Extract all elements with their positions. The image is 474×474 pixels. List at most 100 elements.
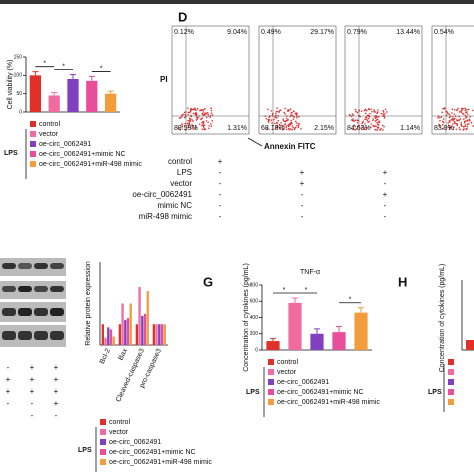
event-dot	[294, 112, 297, 115]
event-dot	[178, 117, 181, 119]
event-dot	[296, 122, 298, 124]
event-dot	[210, 107, 212, 110]
sign: -	[301, 190, 304, 199]
bar	[104, 93, 117, 112]
legend-label: oe-circ_0062491+miR-498 mimic	[39, 161, 142, 168]
legend-swatch	[268, 359, 274, 365]
event-dot	[442, 127, 444, 130]
sign: -	[55, 411, 58, 420]
bar	[288, 302, 302, 350]
event-dot	[458, 127, 461, 129]
sign: +	[30, 363, 35, 372]
event-dot	[273, 118, 275, 121]
bar	[160, 324, 164, 345]
event-dot	[458, 115, 460, 118]
event-dot	[379, 129, 382, 131]
event-dot	[188, 121, 191, 124]
chart-title: TNF-α	[300, 269, 320, 276]
sign: +	[6, 387, 11, 396]
event-dot	[210, 125, 213, 127]
legend-swatch	[100, 429, 106, 435]
event-dot	[202, 108, 205, 111]
event-dot	[201, 113, 204, 115]
event-dot	[283, 125, 285, 128]
event-dot	[204, 128, 207, 130]
legend-label: oe-circ_0062491+mimic NC	[39, 151, 126, 158]
event-dot	[356, 111, 359, 114]
event-dot	[207, 113, 209, 116]
event-dot	[283, 111, 285, 114]
event-dot	[365, 128, 367, 131]
event-dot	[453, 108, 456, 111]
sig-mark: *	[43, 61, 46, 68]
event-dot	[276, 107, 278, 109]
event-dot	[284, 113, 286, 115]
event-dot	[200, 118, 202, 121]
event-dot	[276, 110, 279, 113]
event-dot	[368, 108, 370, 111]
event-dot	[200, 109, 203, 112]
event-dot	[375, 119, 378, 121]
event-dot	[460, 123, 463, 126]
event-dot	[370, 123, 372, 125]
event-dot	[464, 125, 466, 128]
legend-swatch	[268, 399, 274, 405]
event-dot	[460, 107, 463, 110]
event-dot	[352, 118, 355, 120]
event-dot	[383, 125, 385, 128]
event-dot	[286, 119, 289, 122]
event-dot	[280, 124, 283, 127]
legend-label: oe-circ_0062491+miR-498 mimic	[277, 399, 380, 406]
event-dot	[275, 116, 278, 119]
event-dot	[468, 118, 471, 121]
event-dot	[192, 120, 194, 122]
event-dot	[296, 117, 298, 119]
legend-label: oe-circ_0062491+mimic NC	[277, 389, 364, 396]
event-dot	[466, 108, 468, 111]
event-dot	[266, 128, 269, 131]
event-dot	[365, 118, 368, 121]
legend-label: oe-circ_0062491	[277, 379, 329, 386]
event-dot	[460, 122, 463, 124]
event-dot	[279, 109, 282, 112]
event-dot	[201, 128, 204, 131]
event-dot	[210, 109, 213, 112]
row-label: vector	[170, 179, 192, 188]
sign: -	[31, 399, 34, 408]
event-dot	[183, 116, 186, 119]
event-dot	[371, 110, 373, 113]
bar	[138, 286, 141, 345]
event-dot	[290, 121, 293, 124]
event-dot	[274, 116, 276, 119]
event-dot	[289, 128, 292, 130]
event-dot	[363, 109, 366, 112]
event-dot	[361, 121, 364, 124]
row-label: control	[168, 157, 192, 166]
legend-swatch	[100, 419, 106, 425]
panel-letter: G	[203, 274, 213, 289]
quadrant-value: 1.31%	[227, 125, 247, 132]
event-dot	[204, 107, 206, 110]
legend-label: vector	[109, 429, 129, 436]
bar	[266, 341, 280, 350]
event-dot	[446, 112, 449, 114]
event-dot	[300, 127, 302, 130]
legend-label: oe-circ_0062491	[39, 141, 91, 148]
event-dot	[370, 108, 372, 110]
event-dot	[296, 124, 298, 127]
sign: -	[7, 363, 10, 372]
event-dot	[462, 118, 465, 120]
bar	[146, 291, 149, 345]
sign: +	[54, 363, 59, 372]
event-dot	[437, 116, 439, 119]
legend-label: control	[277, 359, 298, 366]
flow-x-axis: Annexin FITC	[264, 142, 316, 151]
event-dot	[286, 125, 288, 127]
event-dot	[464, 109, 467, 112]
event-dot	[265, 117, 268, 120]
legend-swatch	[448, 369, 454, 375]
event-dot	[350, 115, 353, 118]
event-dot	[291, 125, 294, 127]
x-tick-label: Bcl-2	[99, 348, 112, 366]
